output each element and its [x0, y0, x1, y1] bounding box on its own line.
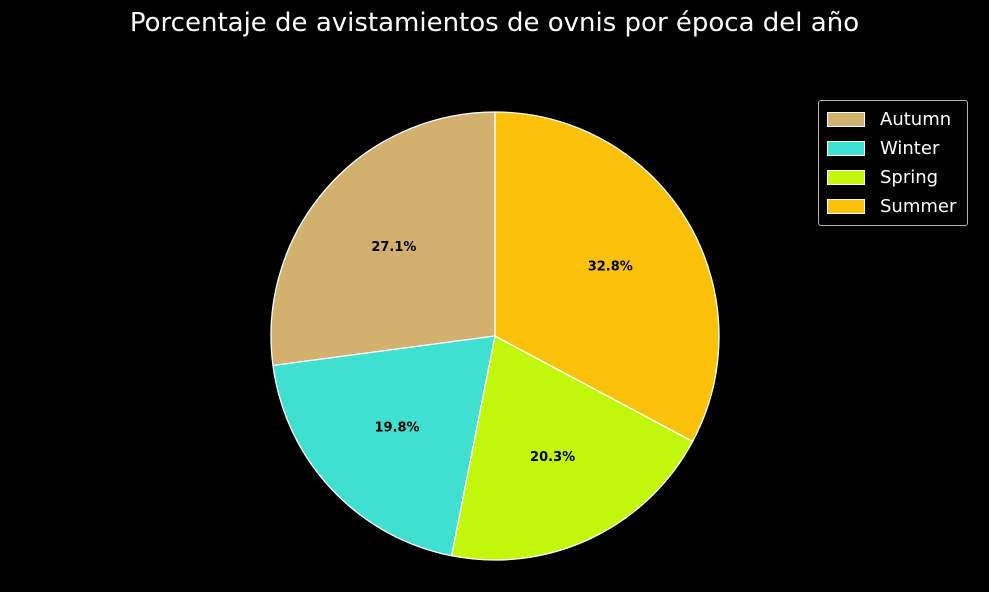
pie-slice-labels: 27.1% 19.8% 20.3% 32.8% — [371, 240, 632, 465]
pie-slice-label-winter: 19.8% — [374, 421, 419, 436]
legend: Autumn Winter Spring Summer — [818, 100, 968, 226]
legend-swatch-autumn — [827, 112, 865, 127]
pie-slice-spring — [450, 335, 694, 561]
pie-slices — [270, 111, 720, 561]
legend-item-summer: Summer — [819, 192, 967, 221]
legend-item-winter: Winter — [819, 134, 967, 163]
legend-label-autumn: Autumn — [880, 109, 952, 130]
chart-title: Porcentaje de avistamientos de ovnis por… — [129, 8, 860, 38]
legend-item-spring: Spring — [819, 163, 967, 192]
pie-slice-winter — [272, 335, 496, 557]
pie-slice-autumn — [270, 111, 496, 367]
legend-item-autumn: Autumn — [819, 105, 967, 134]
pie-slice-summer — [494, 111, 720, 443]
pie-slice-label-spring: 20.3% — [530, 450, 575, 465]
legend-label-winter: Winter — [880, 138, 940, 159]
pie-slice-label-summer: 32.8% — [588, 259, 633, 274]
legend-swatch-spring — [827, 170, 865, 185]
legend-swatch-winter — [827, 141, 865, 156]
legend-swatch-summer — [827, 199, 865, 214]
legend-label-spring: Spring — [880, 167, 939, 188]
legend-label-summer: Summer — [880, 196, 957, 217]
pie-slice-label-autumn: 27.1% — [371, 240, 416, 255]
